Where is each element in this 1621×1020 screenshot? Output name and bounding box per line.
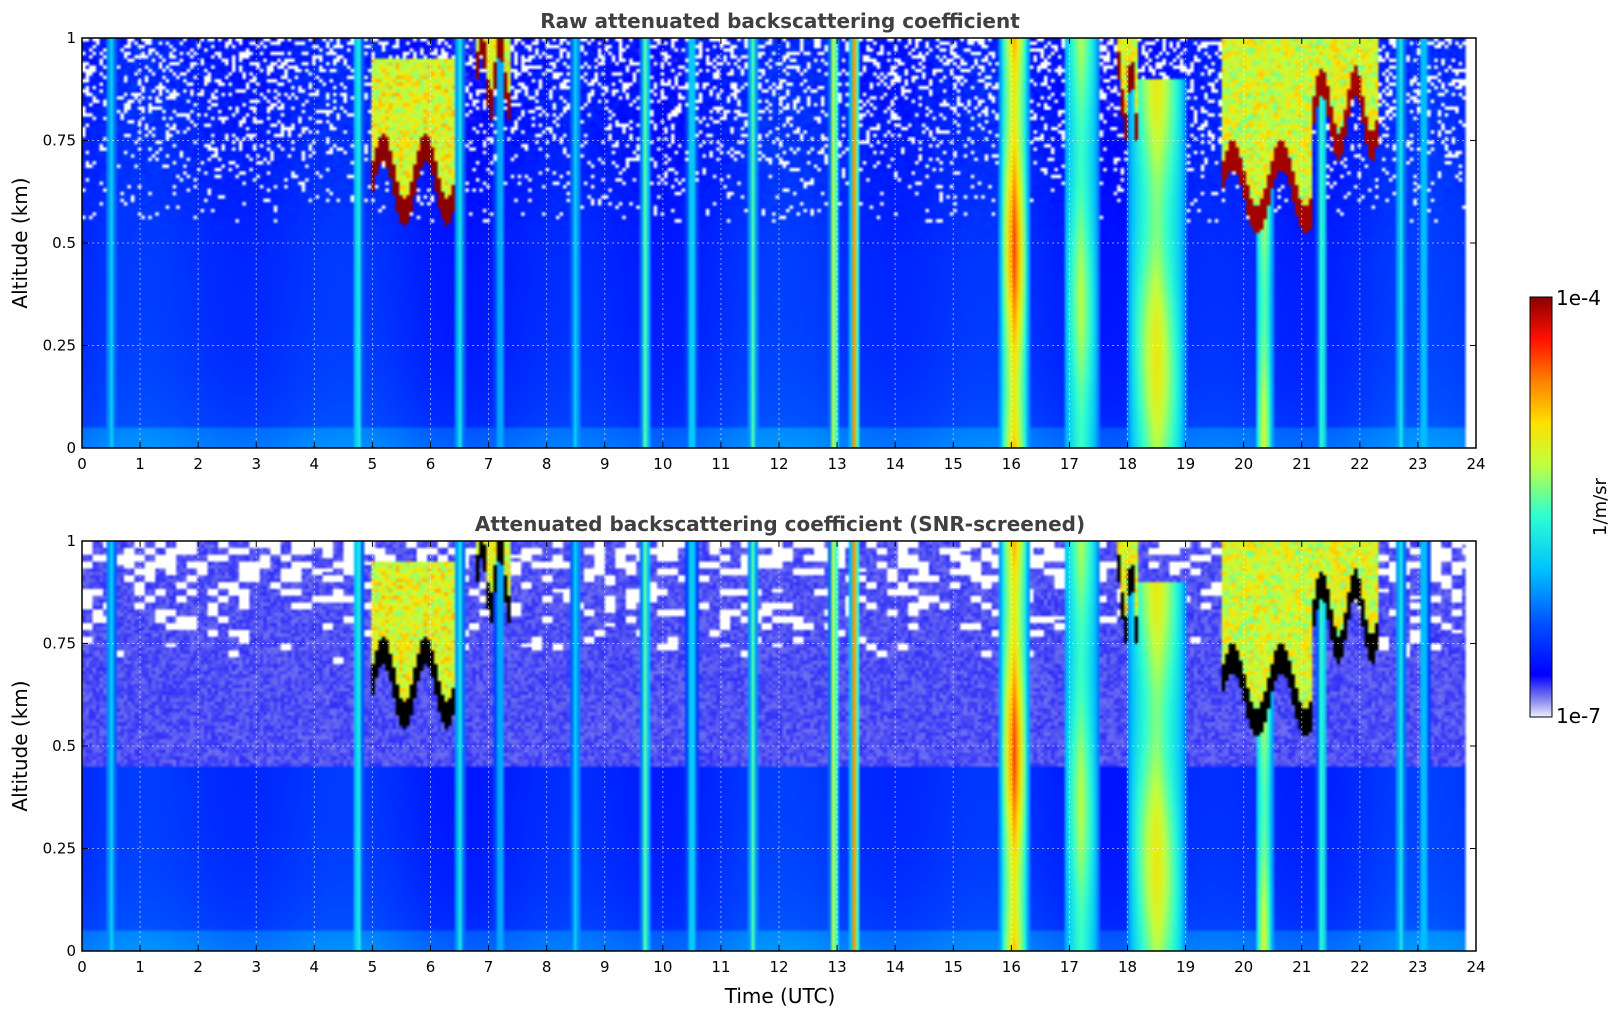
x-tick-label: 2 [193,455,203,473]
x-tick-label: 0 [77,455,87,473]
x-tick-label: 16 [1002,455,1021,473]
x-tick-label: 12 [769,958,788,976]
x-tick-label: 9 [600,958,610,976]
chart-title: Raw attenuated backscattering coefficien… [540,9,1020,33]
x-tick-label: 16 [1002,958,1021,976]
x-tick-label: 20 [1234,958,1253,976]
x-tick-label: 10 [653,455,672,473]
x-tick-label: 19 [1176,455,1195,473]
x-tick-label: 21 [1292,958,1311,976]
x-tick-label: 18 [1118,958,1137,976]
y-tick-label: 0 [66,942,76,960]
x-tick-label: 17 [1060,958,1079,976]
x-tick-label: 22 [1350,455,1369,473]
y-axis-label: Altitude (km) [8,680,32,811]
colorbar-max-label: 1e-4 [1556,286,1601,310]
x-tick-label: 7 [484,958,494,976]
grid-lines [82,38,1476,448]
x-tick-label: 5 [368,958,378,976]
x-tick-label: 22 [1350,958,1369,976]
x-tick-label: 6 [426,958,436,976]
x-tick-label: 3 [251,455,261,473]
x-tick-label: 9 [600,455,610,473]
x-tick-label: 1 [135,455,145,473]
y-tick-label: 1 [66,29,76,47]
y-tick-label: 0.25 [43,337,76,355]
x-tick-label: 7 [484,455,494,473]
x-tick-label: 1 [135,958,145,976]
y-tick-label: 0 [66,439,76,457]
x-tick-label: 17 [1060,455,1079,473]
y-tick-label: 0.5 [52,737,76,755]
colorbar-gradient [1529,296,1553,718]
y-tick-label: 0.75 [43,132,76,150]
x-tick-label: 2 [193,958,203,976]
x-tick-label: 8 [542,455,552,473]
x-tick-label: 10 [653,958,672,976]
x-axis-ticks: 0 1 2 3 4 5 6 7 8 9 10 11 12 13 14 15 16 17 18 19 20 21 22 23 24 [77,38,1486,473]
x-tick-label: 23 [1408,958,1427,976]
colorbar-min-label: 1e-7 [1556,704,1601,728]
x-tick-label: 13 [828,958,847,976]
chart-title: Attenuated backscattering coefficient (S… [475,512,1085,536]
x-tick-label: 8 [542,958,552,976]
grid-lines [82,541,1476,951]
y-tick-label: 0.5 [52,234,76,252]
x-tick-label: 23 [1408,455,1427,473]
x-tick-label: 0 [77,958,87,976]
x-tick-label: 6 [426,455,436,473]
x-tick-label: 12 [769,455,788,473]
y-tick-label: 0.75 [43,635,76,653]
x-tick-label: 4 [310,455,320,473]
y-axis-ticks: 0 0.25 0.5 0.75 1 [43,532,1476,960]
x-tick-label: 14 [886,958,905,976]
x-tick-label: 4 [310,958,320,976]
colorbar-label: 1/m/sr [1590,477,1611,535]
x-tick-label: 24 [1466,958,1485,976]
y-axis-label: Altitude (km) [8,177,32,308]
chart-panel-screened: Attenuated backscattering coefficient (S… [8,512,1486,1008]
y-tick-label: 1 [66,532,76,550]
x-tick-label: 13 [828,455,847,473]
x-tick-label: 11 [711,958,730,976]
y-tick-label: 0.25 [43,840,76,858]
x-tick-label: 18 [1118,455,1137,473]
x-tick-label: 20 [1234,455,1253,473]
x-tick-label: 15 [944,958,963,976]
x-tick-label: 5 [368,455,378,473]
x-tick-label: 21 [1292,455,1311,473]
x-tick-label: 24 [1466,455,1485,473]
x-tick-label: 11 [711,455,730,473]
x-axis-label: Time (UTC) [724,984,836,1008]
x-tick-label: 15 [944,455,963,473]
chart-panel-raw: Raw attenuated backscattering coefficien… [8,9,1486,473]
x-tick-label: 19 [1176,958,1195,976]
x-axis-ticks: 0 1 2 3 4 5 6 7 8 9 10 11 12 13 14 15 16 17 18 19 20 21 22 23 24 [77,541,1486,976]
colorbar: 1e-4 1e-7 1/m/sr [1529,286,1611,728]
y-axis-ticks: 0 0.25 0.5 0.75 1 [43,29,1476,457]
x-tick-label: 3 [251,958,261,976]
x-tick-label: 14 [886,455,905,473]
